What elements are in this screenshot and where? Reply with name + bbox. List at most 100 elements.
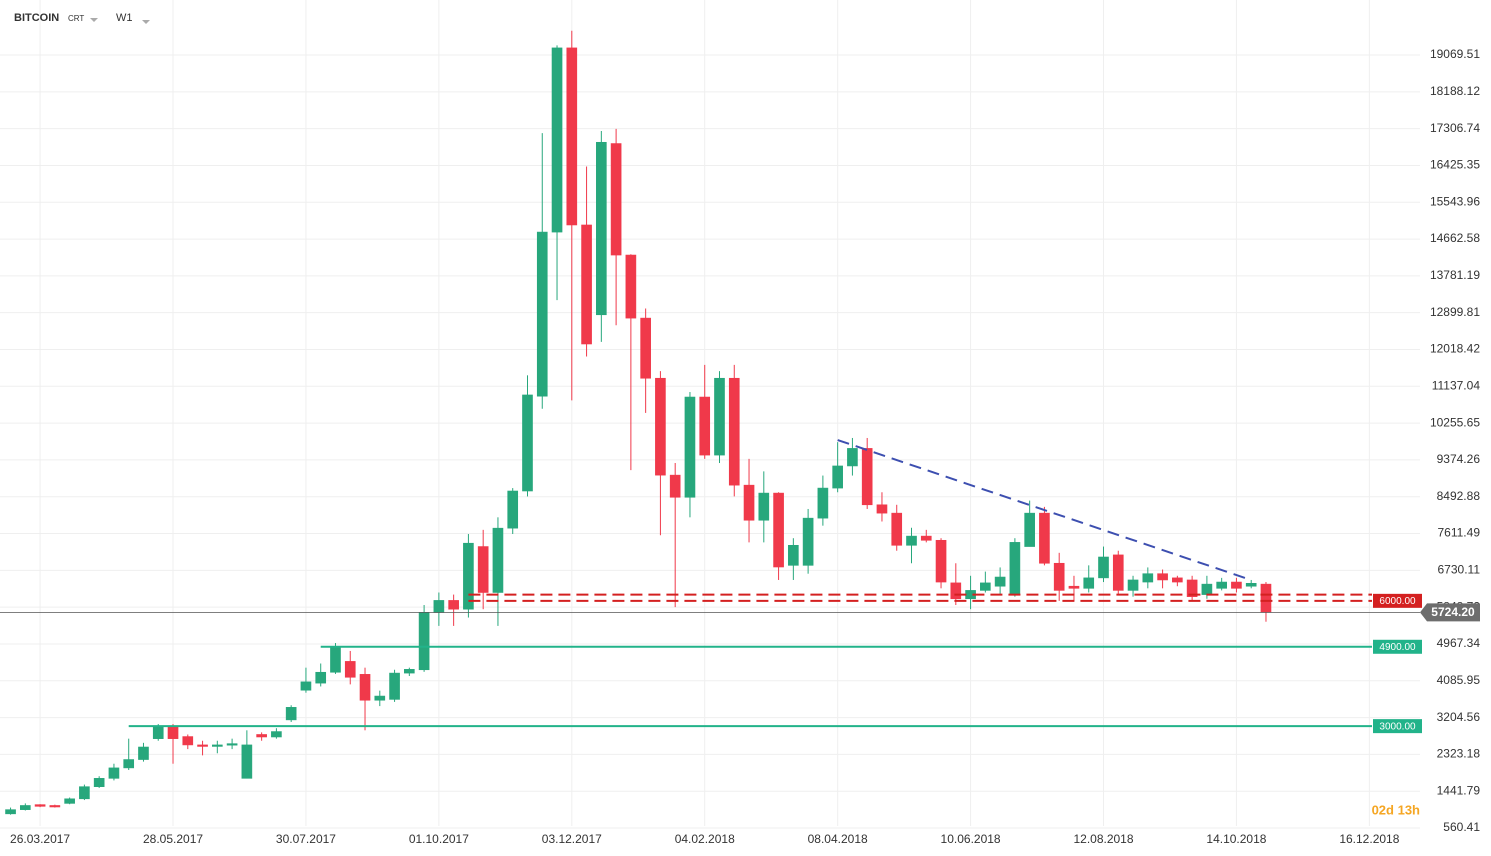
feed[interactable]: CRT — [68, 14, 84, 23]
level-label: 6000.00 — [1379, 596, 1416, 607]
candle-body — [49, 805, 61, 808]
candle-body — [1186, 579, 1198, 597]
y-tick-label: 13781.19 — [1430, 268, 1480, 282]
candle-body — [522, 394, 533, 492]
y-tick-label: 17306.74 — [1430, 121, 1480, 135]
candle-body — [241, 744, 253, 779]
y-tick-label: 560.41 — [1443, 820, 1480, 834]
candle-body — [699, 396, 711, 456]
x-tick-label: 03.12.2017 — [542, 832, 602, 846]
candle-body — [1157, 573, 1168, 581]
candle-body — [788, 544, 799, 566]
candle-body — [891, 512, 903, 546]
y-tick-label: 4967.34 — [1437, 636, 1481, 650]
candle-body — [950, 582, 962, 600]
x-tick-label: 26.03.2017 — [10, 832, 70, 846]
candle-body — [802, 517, 814, 566]
x-tick-label: 10.06.2018 — [941, 832, 1001, 846]
y-tick-label: 7611.49 — [1438, 526, 1481, 540]
candle-body — [655, 377, 666, 476]
candle-body — [728, 377, 740, 486]
y-tick-label: 19069.51 — [1430, 47, 1480, 61]
y-tick-label: 15543.96 — [1430, 194, 1480, 208]
trendline — [837, 439, 1252, 581]
dropdown-caret[interactable] — [90, 18, 98, 22]
candle-body — [581, 224, 592, 345]
candle-body — [315, 671, 327, 684]
candle-body — [1024, 512, 1035, 547]
candle-body — [536, 231, 548, 397]
x-tick-label: 01.10.2017 — [409, 832, 469, 846]
last-price-label: 5724.20 — [1431, 605, 1475, 619]
candle-body — [182, 736, 194, 746]
candle-body — [404, 669, 415, 674]
candle-body — [1098, 556, 1109, 579]
overlay: 3000.00 4900.00 6000.00 5724.20 — [0, 439, 1480, 734]
x-tick-label: 16.12.2018 — [1339, 832, 1399, 846]
candle-body — [477, 546, 489, 593]
candle-body — [256, 734, 267, 738]
dropdown-caret[interactable] — [142, 20, 150, 24]
candle-body — [551, 47, 563, 233]
candle-body — [108, 767, 120, 779]
candle-body — [138, 746, 149, 760]
y-tick-label: 8492.88 — [1437, 489, 1481, 503]
x-tick-label: 12.08.2018 — [1073, 832, 1133, 846]
candle-body — [1142, 573, 1154, 583]
candle-body — [1083, 577, 1095, 589]
level-badge — [1373, 639, 1422, 654]
candle-body — [906, 535, 917, 546]
level-label: 4900.00 — [1379, 642, 1416, 653]
candle-body — [79, 786, 90, 800]
candle-body — [448, 600, 459, 610]
candle-body — [640, 317, 651, 379]
candle-body — [123, 759, 135, 769]
candle-body — [285, 707, 297, 721]
y-tick-label: 6730.11 — [1438, 563, 1481, 577]
candle-body — [1260, 583, 1272, 613]
candle-body — [507, 490, 519, 529]
candle-body — [152, 725, 164, 739]
candle-body — [876, 504, 888, 514]
candle-body — [5, 809, 16, 815]
candle-body — [817, 487, 829, 519]
level-badge — [1373, 719, 1422, 734]
timeframe[interactable]: W1 — [116, 12, 133, 24]
symbol[interactable]: BITCOIN — [14, 12, 59, 24]
candle-body — [1068, 585, 1080, 589]
candle-body — [596, 141, 607, 316]
candle-body — [389, 672, 400, 700]
candle-body — [374, 695, 386, 701]
candle-body — [994, 576, 1006, 587]
candle-body — [418, 612, 430, 671]
x-tick-label: 28.05.2017 — [143, 832, 203, 846]
countdown: 02d 13h — [1372, 802, 1420, 817]
candle-body — [920, 535, 932, 541]
candle-body — [93, 778, 105, 787]
candle-body — [980, 582, 991, 591]
candle-body — [212, 744, 223, 747]
candle-body — [847, 448, 858, 467]
candle-body — [433, 600, 445, 613]
candle-body — [935, 539, 947, 583]
candle-body — [758, 492, 770, 521]
candle-body — [359, 674, 371, 701]
level-badge — [1373, 593, 1422, 608]
level-label: 3000.00 — [1379, 721, 1416, 732]
candle-body — [344, 661, 356, 678]
candle-body — [566, 47, 578, 226]
candle-body — [19, 805, 31, 810]
candle-body — [773, 492, 784, 568]
y-tick-label: 18188.12 — [1430, 84, 1480, 98]
y-tick-label: 12018.42 — [1430, 342, 1480, 356]
candle-body — [492, 527, 504, 593]
candle-body — [463, 542, 474, 610]
candle-body — [1245, 583, 1257, 587]
y-tick-label: 1441.79 — [1437, 783, 1481, 797]
candle-body — [167, 725, 179, 739]
y-tick-label: 14662.58 — [1430, 231, 1480, 245]
y-tick-label: 2323.18 — [1437, 747, 1481, 761]
y-tick-label: 4085.95 — [1437, 673, 1481, 687]
